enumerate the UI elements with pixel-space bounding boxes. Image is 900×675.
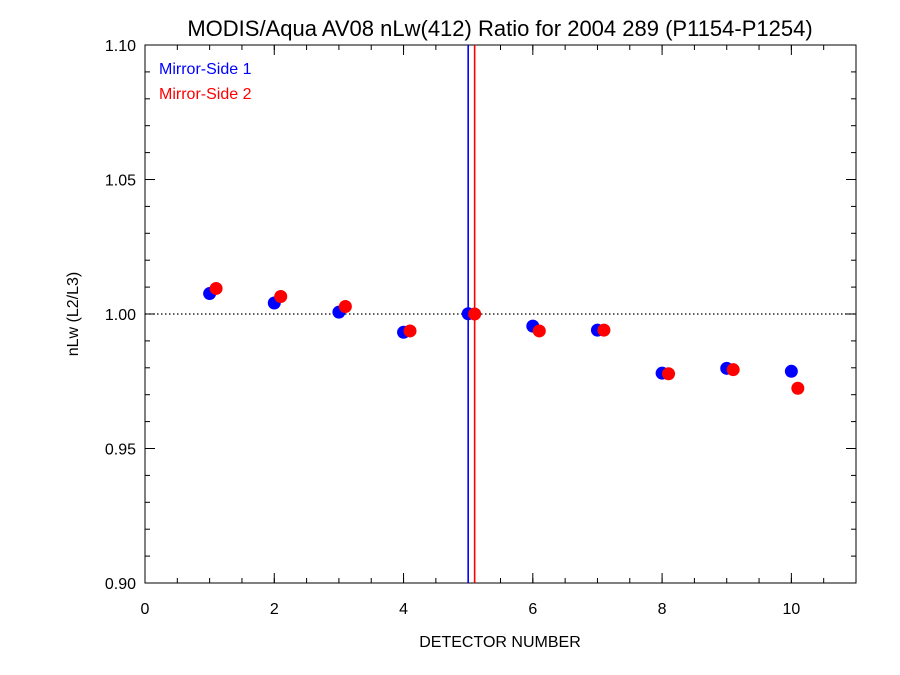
x-tick-label: 4 bbox=[399, 601, 408, 618]
major-ticks bbox=[144, 44, 856, 584]
data-point bbox=[274, 290, 288, 304]
data-point bbox=[791, 381, 805, 395]
data-point bbox=[468, 307, 482, 321]
y-tick-label: 1.10 bbox=[105, 38, 136, 55]
legend: Mirror-Side 1 Mirror-Side 2 bbox=[159, 61, 252, 103]
data-point bbox=[532, 324, 546, 338]
legend-entry: Mirror-Side 1 bbox=[159, 61, 252, 78]
x-tick-label: 6 bbox=[528, 601, 537, 618]
reference-lines bbox=[145, 45, 856, 583]
chart-title: MODIS/Aqua AV08 nLw(412) Ratio for 2004 … bbox=[187, 16, 812, 41]
series-points bbox=[203, 281, 805, 395]
data-point bbox=[662, 367, 676, 381]
data-point bbox=[209, 281, 223, 295]
legend-entry: Mirror-Side 2 bbox=[159, 86, 252, 103]
x-tick-label: 0 bbox=[141, 601, 150, 618]
data-point bbox=[338, 299, 352, 313]
data-point bbox=[784, 364, 798, 378]
x-tick-label: 8 bbox=[658, 601, 667, 618]
y-tick-label: 1.00 bbox=[105, 307, 136, 324]
x-axis-label: DETECTOR NUMBER bbox=[419, 634, 581, 651]
data-point bbox=[597, 323, 611, 337]
series-2 bbox=[209, 281, 805, 395]
plot-area bbox=[144, 44, 857, 584]
data-point bbox=[726, 363, 740, 377]
y-tick-label: 1.05 bbox=[105, 173, 136, 190]
x-tick-label: 10 bbox=[782, 601, 800, 618]
y-tick-label: 0.95 bbox=[105, 442, 136, 459]
series-1 bbox=[203, 287, 798, 380]
y-axis-label: nLw (L2/L3) bbox=[65, 272, 82, 357]
x-tick-labels: 0 2 4 6 8 10 bbox=[141, 601, 801, 618]
y-tick-labels: 0.90 0.95 1.00 1.05 1.10 bbox=[105, 38, 136, 593]
data-point bbox=[403, 324, 417, 338]
y-tick-label: 0.90 bbox=[105, 576, 136, 593]
x-tick-label: 2 bbox=[270, 601, 279, 618]
